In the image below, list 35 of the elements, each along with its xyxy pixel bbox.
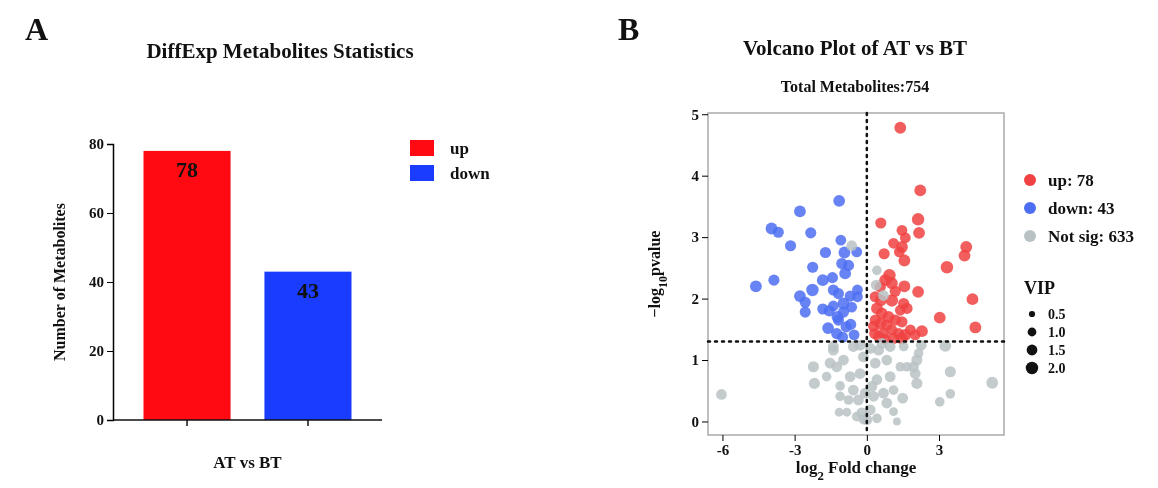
y-tick-label: 60 [89,205,104,222]
legend-label: down: 43 [1048,199,1115,218]
text: A [25,11,49,47]
y-tick-label: 4 [691,167,700,184]
legend-label: Not sig: 633 [1048,227,1134,246]
y-tick-label: 0 [96,412,104,429]
text: B [618,11,640,47]
y-tick-label: 0 [691,413,699,430]
y-tick-label: 5 [691,106,699,123]
legend-label: 1.0 [1048,325,1066,340]
y-tick-label: 40 [89,274,104,291]
x-tick-label: -3 [788,441,802,458]
y-tick-label: 1 [691,352,699,369]
y-tick-label: 2 [691,290,699,307]
chart-title: DiffExp Metabolites Statistics [146,39,414,63]
y-tick-label: 80 [89,136,104,153]
y-tick-label: 3 [691,229,699,246]
legend-label: up: 78 [1048,171,1094,190]
y-axis-title: Number of Metabolites [51,203,68,361]
x-tick-label: -6 [716,441,730,458]
legend-label: 0.5 [1048,307,1066,322]
chart-title: Volcano Plot of AT vs BT [742,36,968,60]
legend-label: 1.5 [1048,343,1066,358]
x-tick-label: 3 [935,441,944,458]
x-axis-title: log$_{2}$ Fold change [795,458,917,483]
y-tick-label: 20 [89,343,104,360]
legend-label: 2.0 [1048,361,1066,376]
data-label: 43 [296,277,319,303]
x-tick-label: 0 [863,441,872,458]
legend-title: VIP [1024,278,1055,298]
legend-label: up [450,139,469,158]
x-axis-title: AT vs BT [213,453,283,472]
data-label: 78 [176,156,199,182]
legend-label: down [450,164,491,183]
chart-subtitle: Total Metabolites:754 [780,78,930,95]
